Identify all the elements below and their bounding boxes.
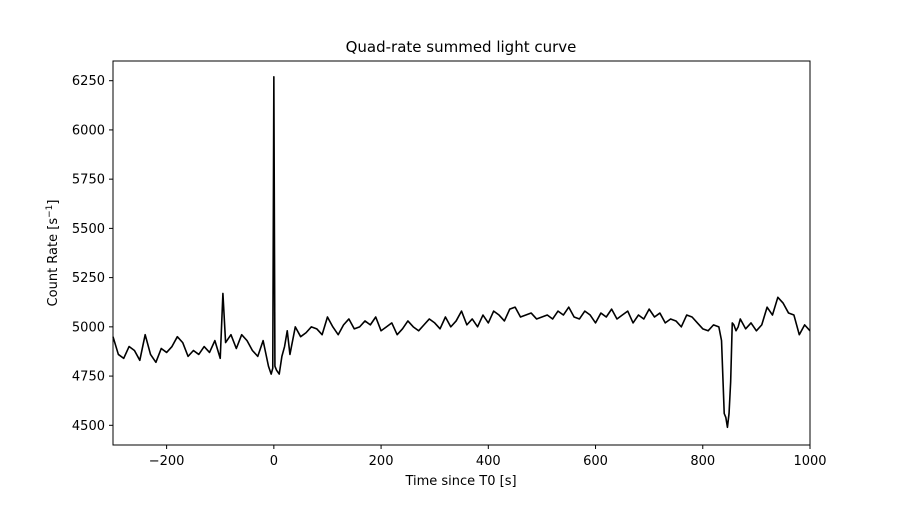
chart-title: Quad-rate summed light curve xyxy=(346,38,577,56)
x-tick-label: 0 xyxy=(270,454,278,469)
y-tick-label: 5250 xyxy=(72,271,105,286)
y-axis-label-superscript: −1 xyxy=(45,205,55,218)
y-tick-label: 4500 xyxy=(72,419,105,434)
x-tick-label: 1000 xyxy=(793,454,826,469)
y-tick-label: 4750 xyxy=(72,370,105,385)
y-axis-label-main: Count Rate [s xyxy=(46,218,61,307)
x-tick-label: −200 xyxy=(149,454,185,469)
y-tick-label: 6000 xyxy=(72,123,105,138)
x-tick-label: 800 xyxy=(690,454,715,469)
plot-area xyxy=(112,75,811,429)
y-tick-label: 5000 xyxy=(72,320,105,335)
y-tick-label: 5500 xyxy=(72,222,105,237)
y-axis-label: Count Rate [s−1] xyxy=(45,200,61,307)
y-axis-label-close: ] xyxy=(46,200,61,205)
x-axis: −200 0 200 400 600 800 1000 xyxy=(149,445,827,469)
x-tick-label: 400 xyxy=(476,454,501,469)
x-tick-label: 600 xyxy=(583,454,608,469)
x-tick-label: 200 xyxy=(369,454,394,469)
y-axis: 4500 4750 5000 5250 5500 5750 6000 6250 xyxy=(72,74,113,434)
series-line-0 xyxy=(112,75,811,429)
y-tick-label: 5750 xyxy=(72,173,105,188)
axes-frame xyxy=(112,60,811,446)
y-tick-label: 6250 xyxy=(72,74,105,89)
x-axis-label: Time since T0 [s] xyxy=(404,474,516,489)
